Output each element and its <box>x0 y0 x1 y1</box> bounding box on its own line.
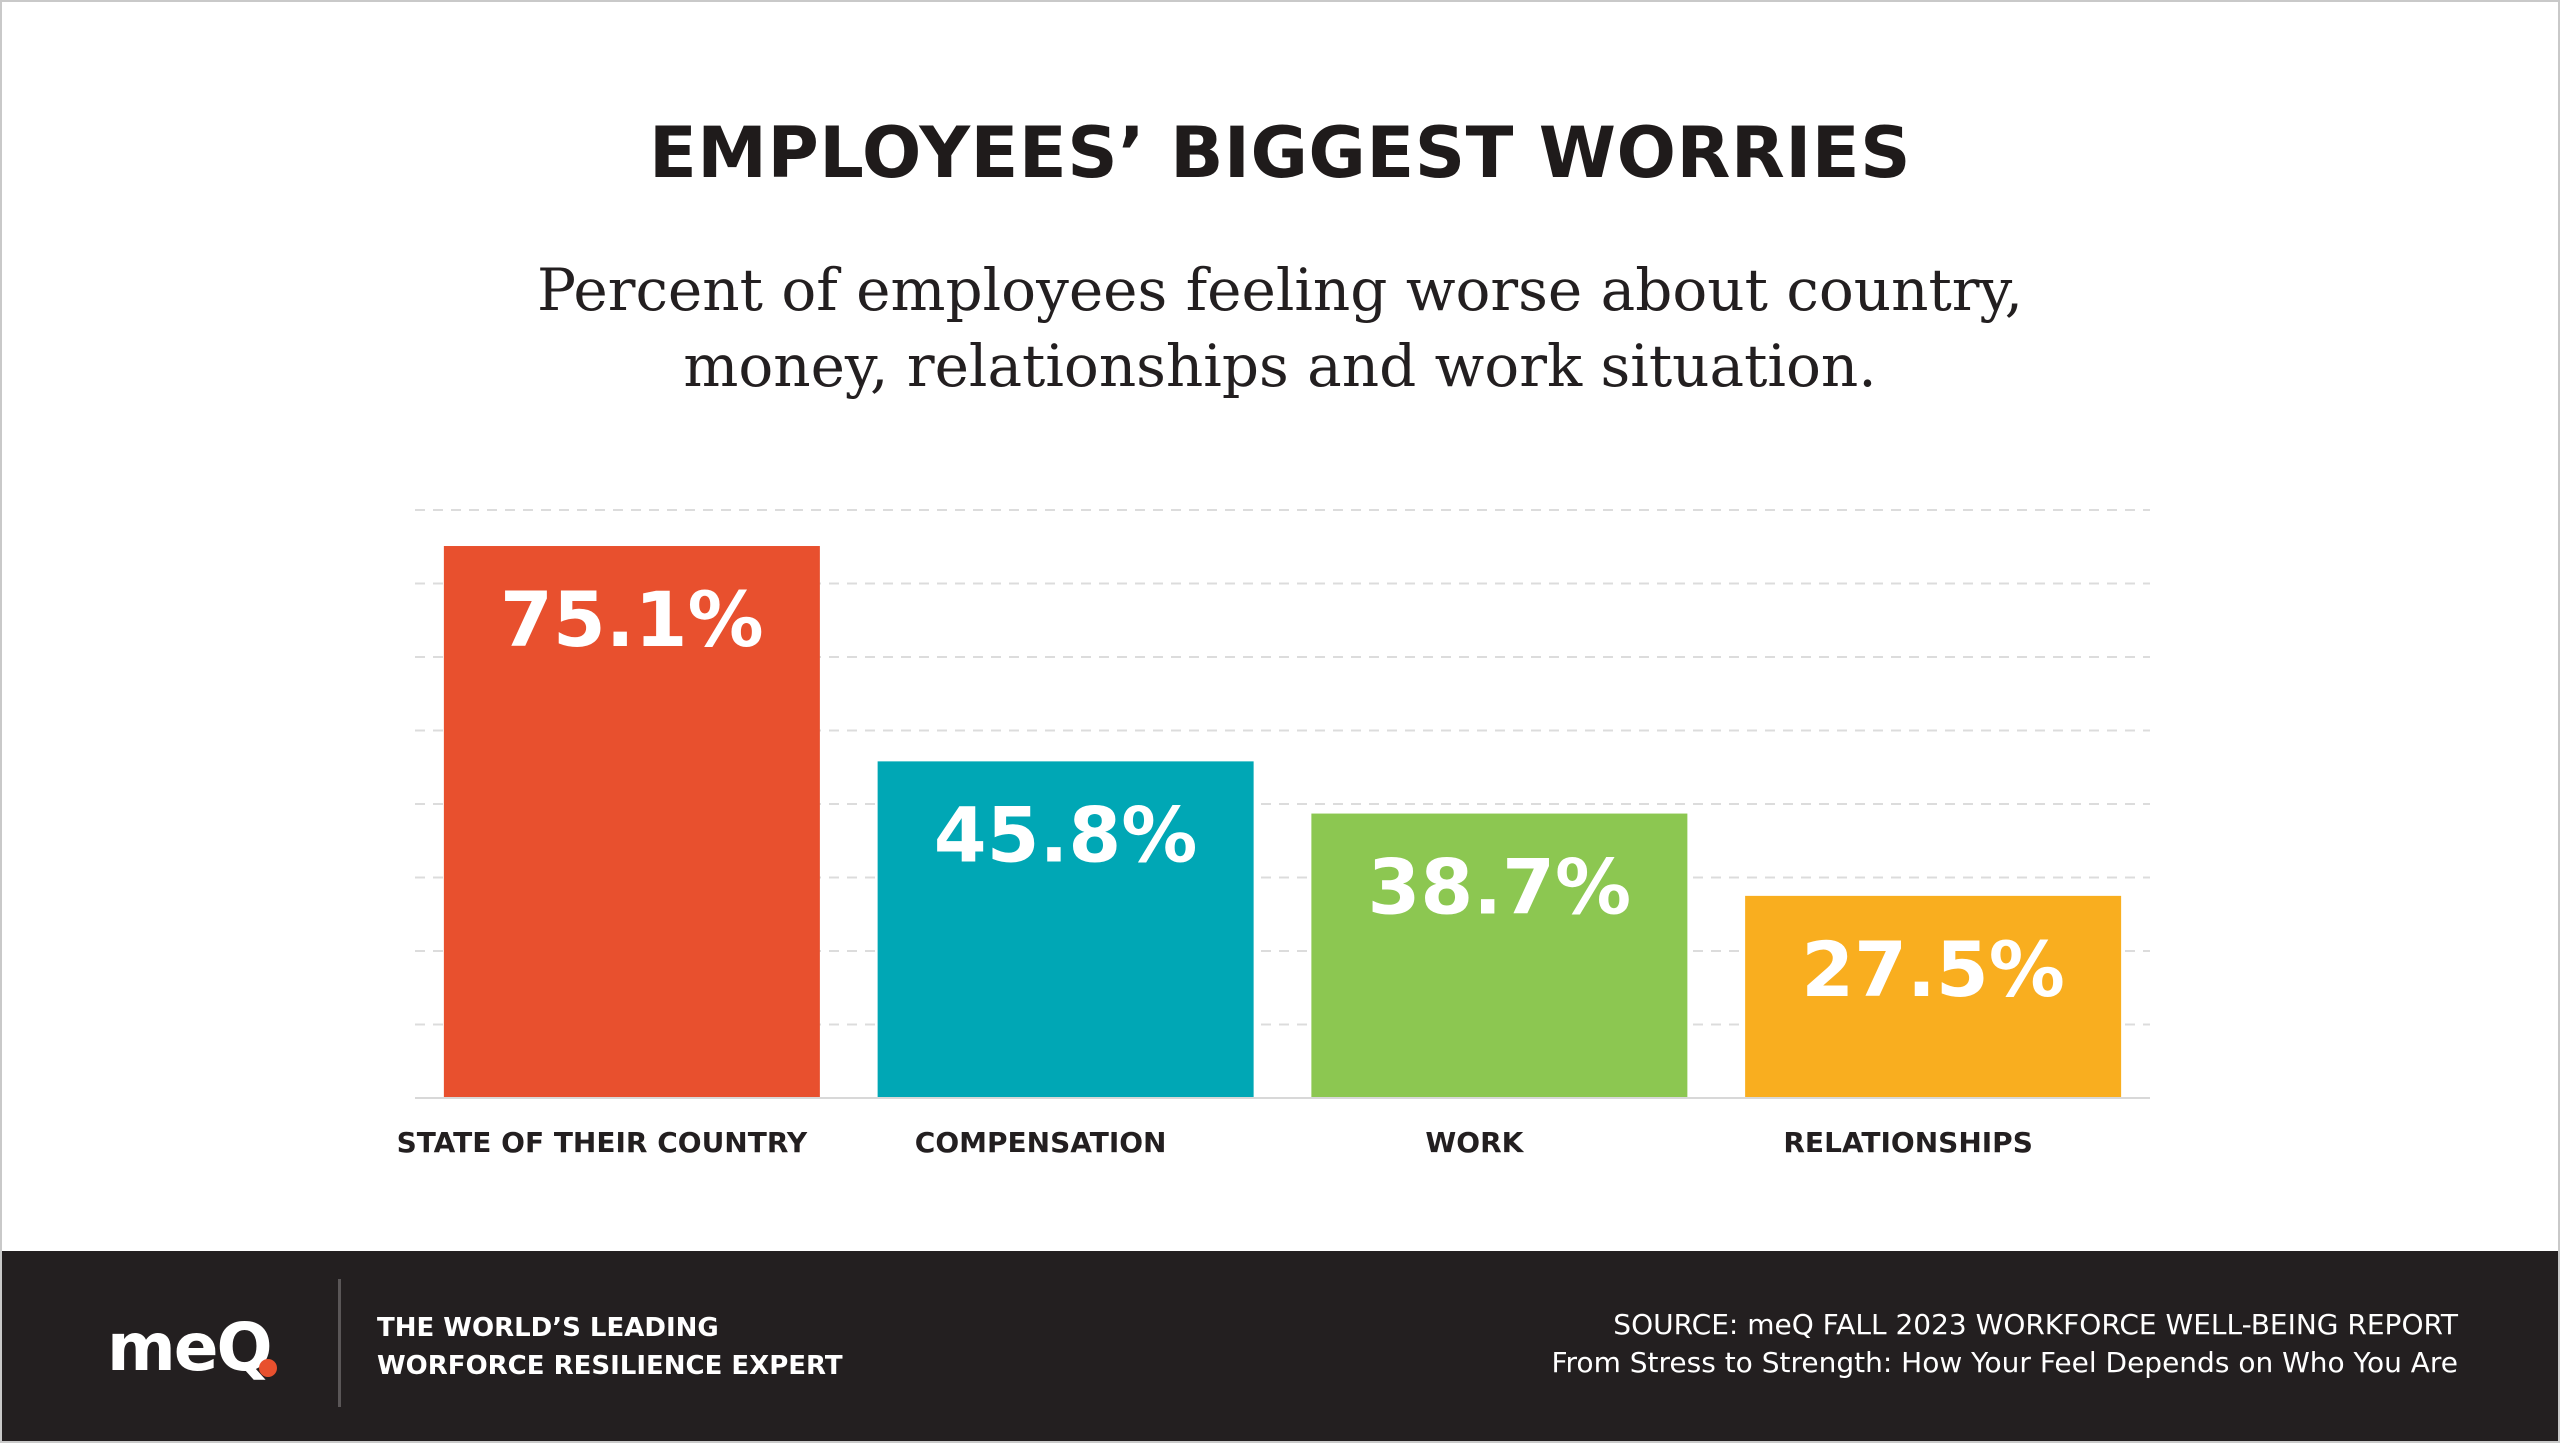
bar-4 <box>1745 895 2122 1098</box>
bar-3 <box>1311 813 1688 1098</box>
subtitle-line-2: money, relationships and work situation. <box>683 332 1877 400</box>
data-label-1: 75.1% <box>500 575 764 664</box>
chart-title: EMPLOYEES’ BIGGEST WORRIES <box>648 112 1912 194</box>
footer-divider <box>338 1279 341 1407</box>
logo-text: meQ <box>107 1309 273 1386</box>
data-label-3: 38.7% <box>1368 843 1632 932</box>
footer-source: SOURCE: meQ FALL 2023 WORKFORCE WELL-BEI… <box>1551 1306 2458 1382</box>
footer-tagline: THE WORLD’S LEADING WORFORCE RESILIENCE … <box>377 1309 843 1385</box>
source-line-2: From Stress to Strength: How Your Feel D… <box>1551 1346 2458 1379</box>
category-label-2: COMPENSATION <box>915 1126 1167 1159</box>
category-label-3: WORK <box>1425 1126 1524 1159</box>
tagline-line-2: WORFORCE RESILIENCE EXPERT <box>377 1351 843 1381</box>
chart-subtitle: Percent of employees feeling worse about… <box>2 252 2558 404</box>
bar-1 <box>443 546 820 1098</box>
category-label-4: RELATIONSHIPS <box>1783 1126 2032 1159</box>
bar-chart: 75.1% 45.8% 38.7% 27.5% STATE OF THEIR COUN… <box>397 509 2150 1159</box>
category-label-1: STATE OF THEIR COUNTRY <box>397 1126 808 1159</box>
footer-bar: meQ THE WORLD’S LEADING WORFORCE RESILIE… <box>2 1251 2558 1441</box>
data-labels: 75.1% 45.8% 38.7% 27.5% <box>500 575 2065 1014</box>
source-line-1: SOURCE: meQ FALL 2023 WORKFORCE WELL-BEI… <box>1613 1308 2458 1341</box>
subtitle-line-1: Percent of employees feeling worse about… <box>536 256 2024 324</box>
logo-dot-icon <box>258 1359 277 1377</box>
bar-2 <box>877 761 1254 1098</box>
data-label-4: 27.5% <box>1801 925 2065 1014</box>
tagline-line-1: THE WORLD’S LEADING <box>377 1313 719 1343</box>
bars <box>443 546 2122 1098</box>
data-label-2: 45.8% <box>934 790 1198 879</box>
meq-logo: meQ <box>107 1313 277 1383</box>
category-labels: STATE OF THEIR COUNTRY COMPENSATION WORK RE… <box>397 1126 2033 1159</box>
